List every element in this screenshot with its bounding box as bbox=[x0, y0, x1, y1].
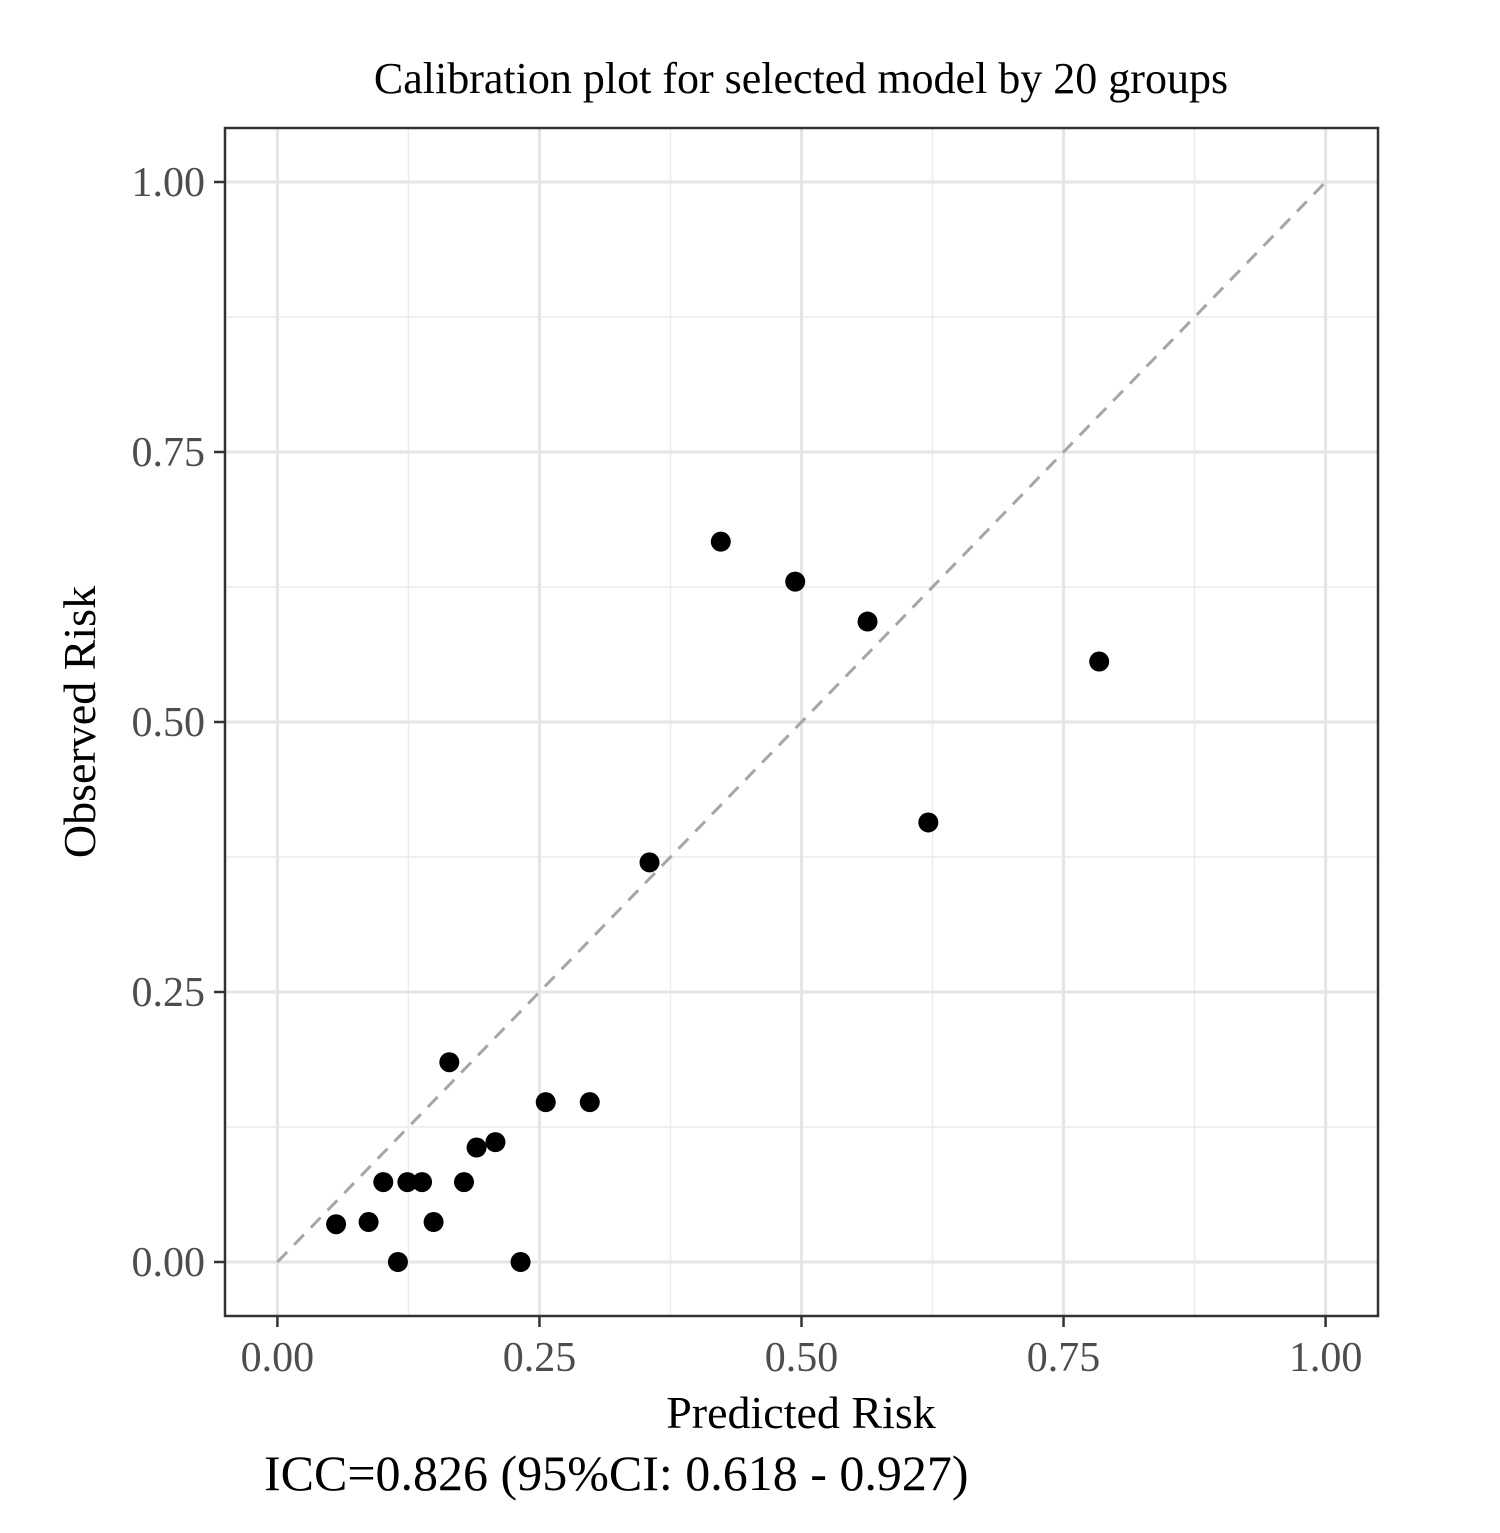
x-tick-label: 0.75 bbox=[1027, 1335, 1101, 1381]
y-tick-label: 0.50 bbox=[132, 700, 206, 746]
data-point bbox=[387, 1252, 408, 1272]
y-tick-label: 0.75 bbox=[132, 430, 206, 476]
y-axis: 0.00 0.25 0.50 0.75 1.00 bbox=[132, 160, 225, 1286]
data-point bbox=[918, 812, 939, 833]
data-point bbox=[373, 1172, 394, 1193]
data-point bbox=[358, 1212, 379, 1233]
x-tick-label: 0.50 bbox=[765, 1335, 839, 1381]
data-point bbox=[466, 1137, 487, 1158]
x-tick-label: 0.00 bbox=[241, 1335, 315, 1381]
data-point bbox=[579, 1092, 600, 1113]
data-point bbox=[412, 1172, 433, 1193]
y-axis-label: Observed Risk bbox=[54, 586, 105, 858]
data-point bbox=[639, 852, 660, 873]
data-point bbox=[397, 1172, 418, 1193]
grid-layer bbox=[225, 128, 1378, 1316]
data-point bbox=[485, 1132, 506, 1153]
data-point bbox=[453, 1172, 474, 1193]
x-axis: 0.00 0.25 0.50 0.75 1.00 bbox=[241, 1316, 1363, 1381]
x-tick-label: 1.00 bbox=[1289, 1335, 1363, 1381]
data-point bbox=[1089, 651, 1110, 672]
data-point bbox=[439, 1052, 460, 1073]
reference-diagonal-line bbox=[276, 180, 1327, 1264]
icc-annotation: ICC=0.826 (95%CI: 0.618 - 0.927) bbox=[264, 1445, 969, 1501]
y-tick-label: 1.00 bbox=[132, 160, 206, 206]
data-point bbox=[857, 611, 878, 632]
y-tick-label: 0.25 bbox=[132, 970, 206, 1016]
data-point bbox=[785, 571, 806, 592]
y-tick-label: 0.00 bbox=[132, 1240, 206, 1286]
data-point bbox=[423, 1212, 444, 1233]
x-tick-label: 0.25 bbox=[503, 1335, 577, 1381]
chart-title: Calibration plot for selected model by 2… bbox=[374, 54, 1228, 103]
points-layer bbox=[326, 531, 1110, 1272]
data-point bbox=[535, 1092, 556, 1113]
x-axis-label: Predicted Risk bbox=[666, 1387, 936, 1438]
data-point bbox=[326, 1214, 347, 1235]
data-point bbox=[710, 531, 731, 552]
data-point bbox=[510, 1252, 531, 1272]
